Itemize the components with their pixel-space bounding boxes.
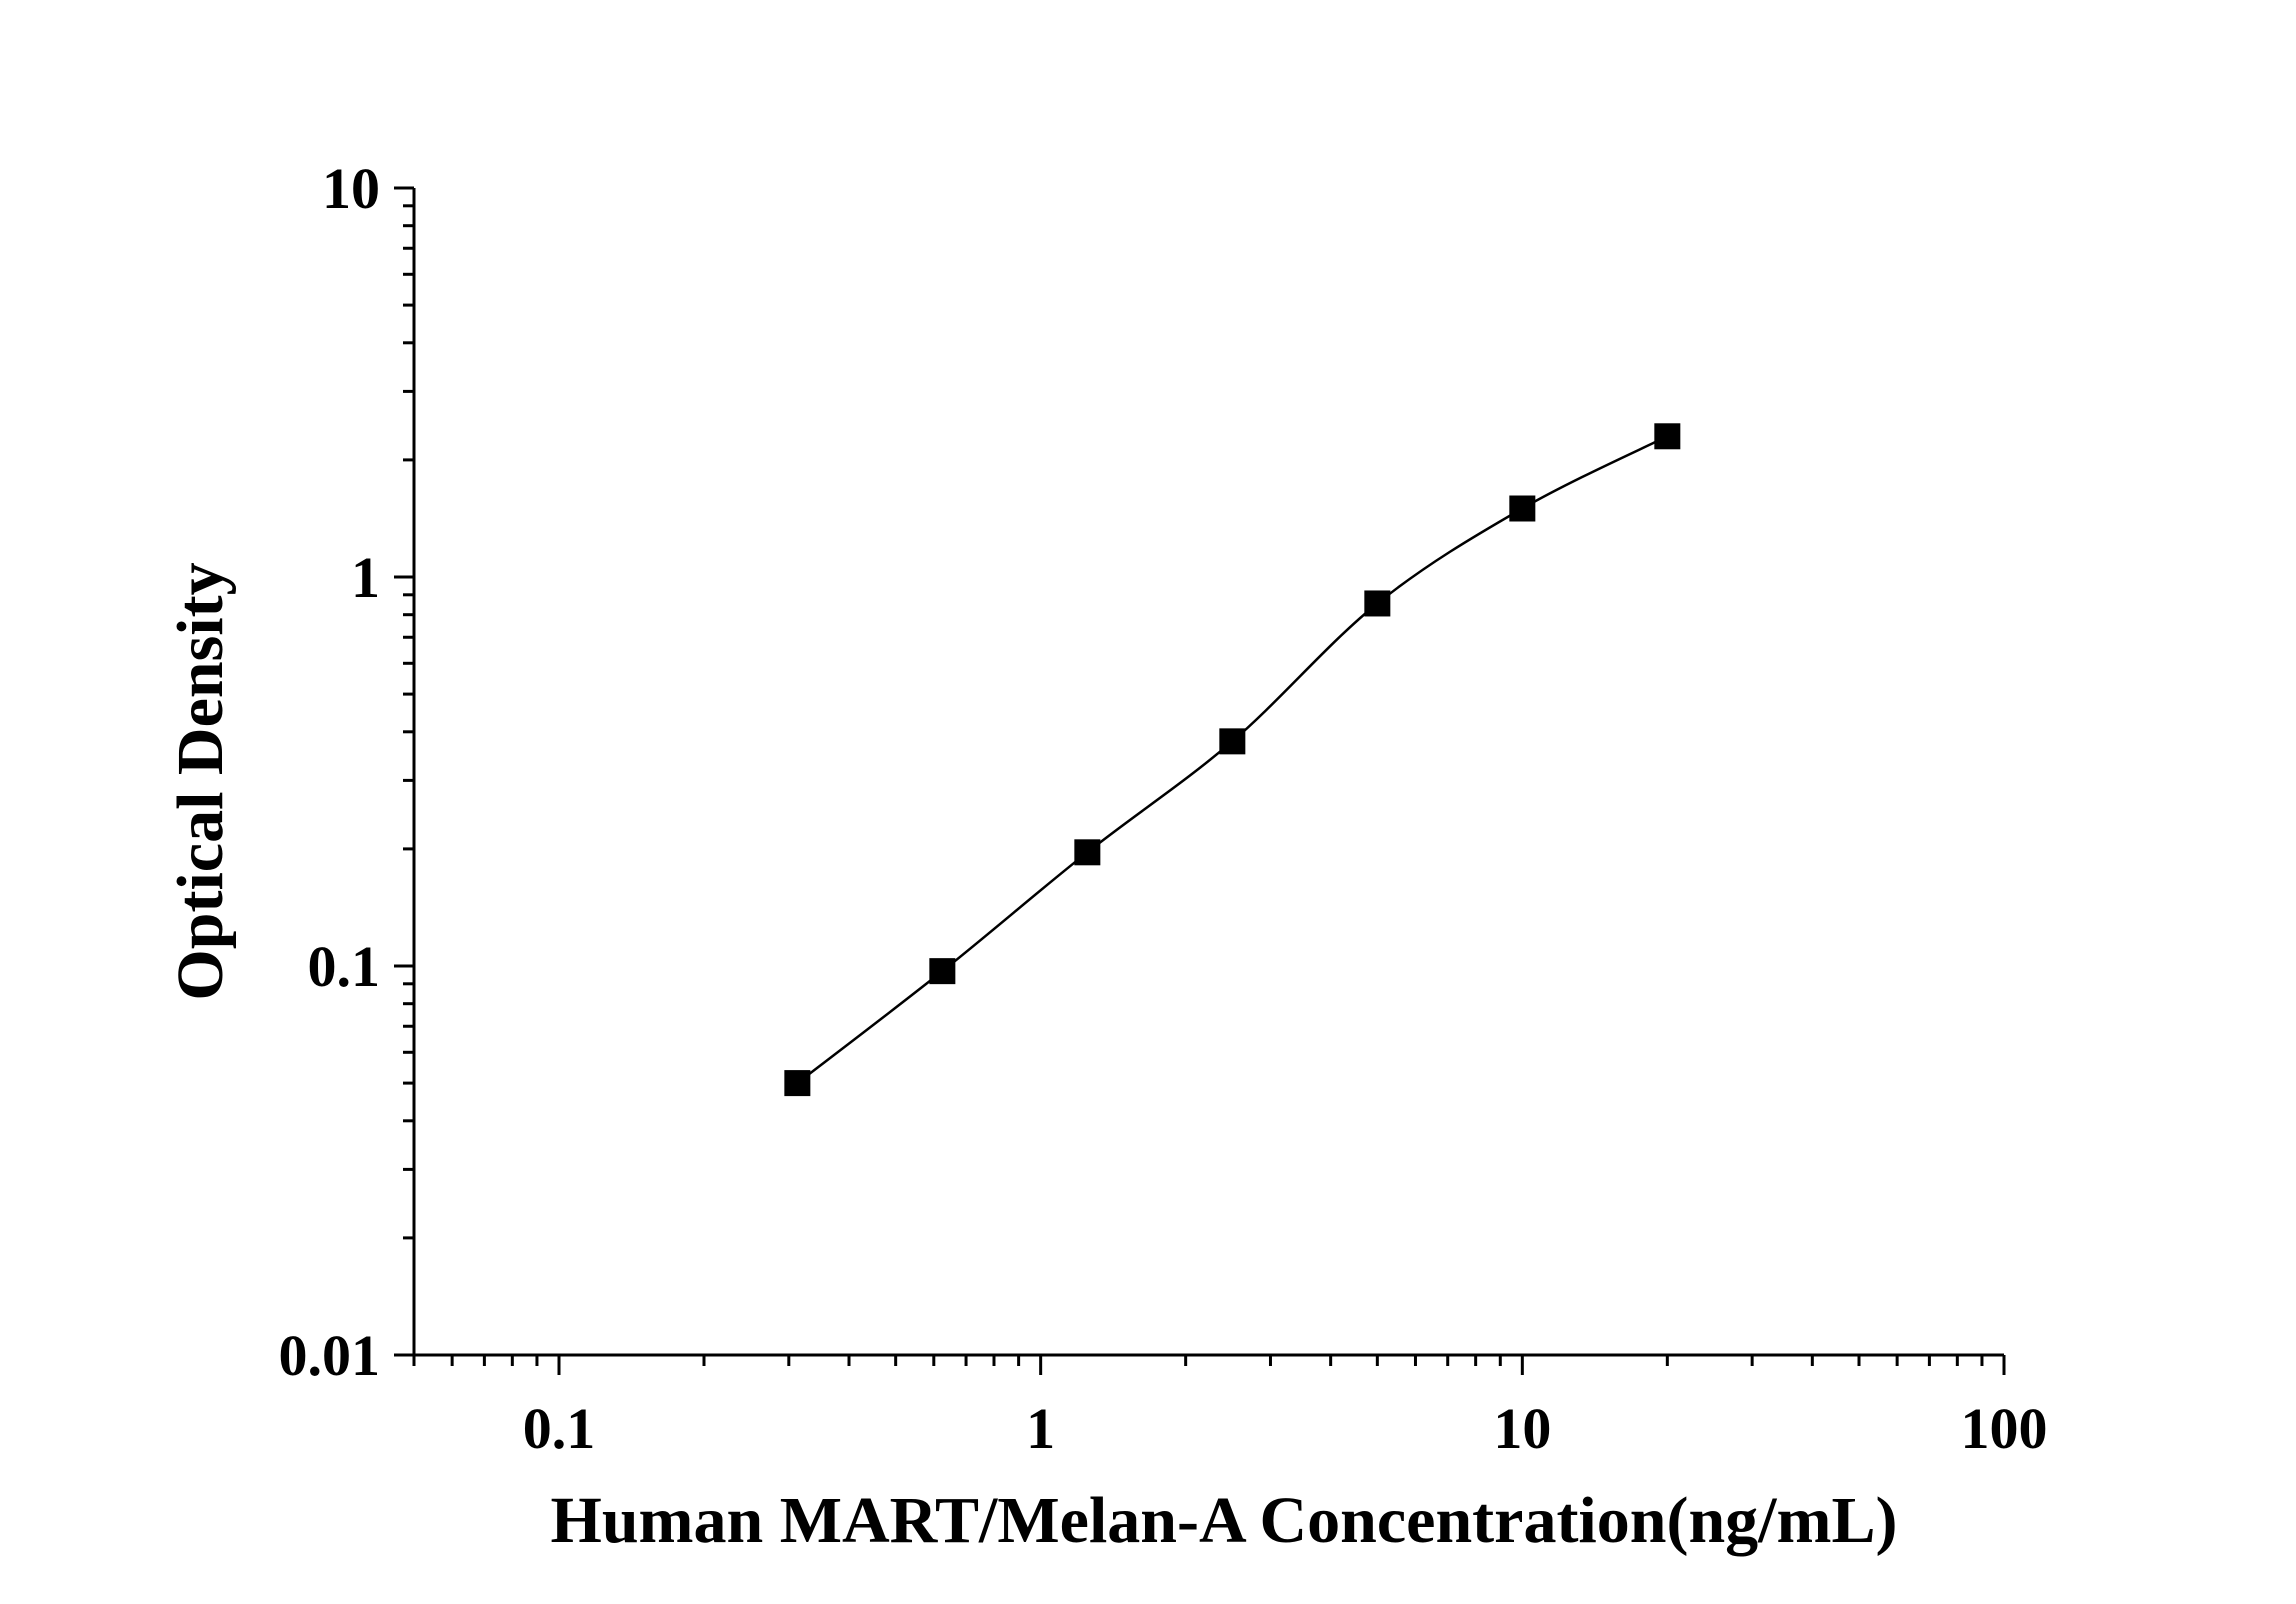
- tick-labels: 0.01 0.1 1 10 0.1 1 10 100: [279, 156, 2048, 1461]
- y-tick-label: 0.1: [308, 934, 381, 999]
- data-point-2: [929, 958, 956, 985]
- data-point-4: [1219, 728, 1246, 755]
- y-tick-label: 1: [351, 545, 380, 610]
- data-markers: [784, 423, 1681, 1097]
- data-point-3: [1074, 839, 1101, 866]
- y-axis-title: Optical Density: [164, 562, 237, 1000]
- x-tick-label: 100: [1961, 1396, 2048, 1461]
- data-series: [796, 435, 1668, 1085]
- data-point-7: [1654, 423, 1681, 450]
- y-tick-label: 0.01: [279, 1323, 381, 1388]
- x-tick-label: 0.1: [523, 1396, 596, 1461]
- data-point-5: [1364, 590, 1391, 617]
- y-tick-label: 10: [322, 156, 380, 221]
- data-point-1: [784, 1070, 811, 1097]
- data-point-6: [1509, 495, 1536, 522]
- axes: [412, 188, 2004, 1357]
- x-tick-label: 10: [1493, 1396, 1551, 1461]
- x-axis-title: Human MART/Melan-A Concentration(ng/mL): [551, 1484, 1898, 1557]
- tick-marks: [394, 186, 2006, 1375]
- series-line: [796, 435, 1668, 1085]
- x-tick-label: 1: [1026, 1396, 1055, 1461]
